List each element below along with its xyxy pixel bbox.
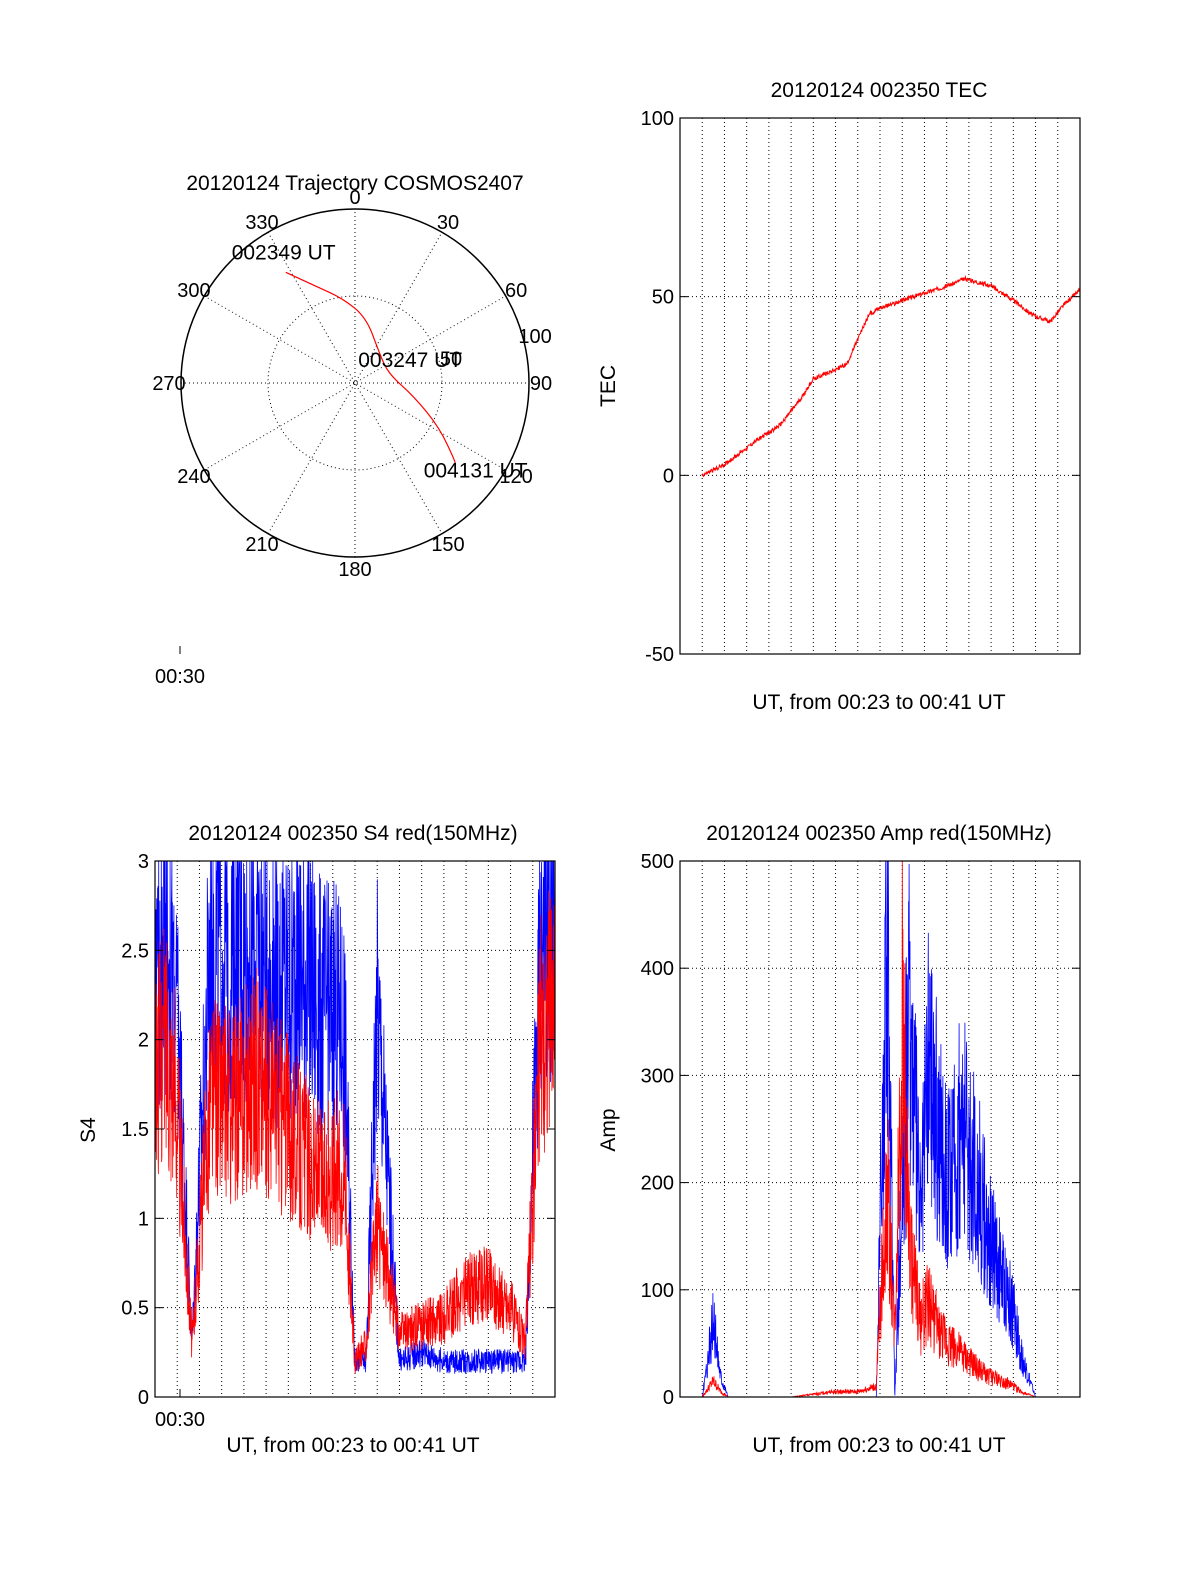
amp-plot-frame [679, 860, 1081, 1398]
x-tick-label: 00:30 [155, 666, 205, 688]
s4-y-axis-label: S4 [77, 1117, 100, 1143]
tec-grid [680, 118, 1080, 654]
tec-x-axis-label: UT, from 00:23 to 00:41 UT [752, 691, 1005, 714]
azimuth-label: 300 [177, 280, 210, 302]
trajectory-time-label: 003247 UT [358, 349, 462, 372]
polar-title: 20120124 Trajectory COSMOS2407 [186, 172, 523, 195]
series-line [154, 890, 556, 1374]
trajectory-annotations: 002349 UT 003247 UT 004131 UT [232, 241, 528, 482]
y-tick-label: 2.5 [121, 940, 149, 962]
amp-y-axis-label: Amp [597, 1108, 620, 1151]
amp-panel: 20120124 002350 Amp red(150MHz) 0 100 200 3… [155, 822, 1081, 1457]
azimuth-label: 180 [338, 559, 371, 581]
trajectory-time-label: 004131 UT [424, 459, 528, 482]
radial-ring-label: 100 [518, 326, 551, 348]
s4-series [154, 860, 556, 1374]
tec-panel: 20120124 002350 TEC -50 0 50 100 00:30 UT, f… [155, 79, 1081, 714]
y-tick-label: 50 [652, 287, 674, 309]
polar-ring-labels: 50 100 [440, 326, 552, 371]
amp-title: 20120124 002350 Amp red(150MHz) [706, 822, 1052, 845]
trajectory-time-label: 002349 UT [232, 241, 336, 264]
y-tick-label: 100 [641, 1280, 674, 1302]
tec-plot-frame [679, 117, 1081, 655]
s4-x-axis-label: UT, from 00:23 to 00:41 UT [226, 1434, 479, 1457]
y-tick-label: 400 [641, 958, 674, 980]
tec-ticks: -50 0 50 100 00:30 [155, 108, 1080, 688]
y-tick-label: 0 [138, 1387, 149, 1409]
azimuth-label: 0 [349, 187, 360, 209]
trajectory-line [285, 271, 456, 464]
tec-series [701, 274, 1081, 478]
azimuth-label: 90 [530, 373, 552, 395]
series-line [154, 860, 556, 1374]
azimuth-label: 60 [505, 280, 527, 302]
y-tick-label: 2 [138, 1030, 149, 1052]
y-tick-label: 0.5 [121, 1298, 149, 1320]
y-tick-label: 1.5 [121, 1119, 149, 1141]
y-tick-label: 100 [641, 108, 674, 130]
azimuth-label: 330 [245, 212, 278, 234]
azimuth-label: 270 [152, 373, 185, 395]
x-tick-label: 00:30 [155, 1409, 205, 1431]
azimuth-label: 240 [177, 466, 210, 488]
y-tick-label: 300 [641, 1065, 674, 1087]
polar-trajectory-panel: 20120124 Trajectory COSMOS2407 0 30 60 90 12… [152, 172, 552, 581]
polar-grid [180, 208, 530, 558]
y-tick-label: 200 [641, 1173, 674, 1195]
y-tick-label: 3 [138, 851, 149, 873]
series-line [701, 274, 1081, 478]
polar-ring-50 [267, 295, 443, 471]
s4-ticks: 00.511.522.5300:30 [121, 851, 555, 1409]
s4-title: 20120124 002350 S4 red(150MHz) [188, 822, 517, 845]
radial-ring-label: 50 [440, 348, 462, 370]
azimuth-label: 150 [431, 534, 464, 556]
tec-title: 20120124 002350 TEC [771, 79, 988, 102]
y-tick-label: -50 [645, 644, 674, 666]
azimuth-label: 120 [499, 466, 532, 488]
amp-ticks: 0 100 200 300 400 500 00:30 [155, 851, 1080, 1431]
y-tick-label: 500 [641, 851, 674, 873]
polar-azimuth-labels: 0 30 60 90 120 150 180 210 240 270 300 330 [152, 187, 552, 581]
y-tick-label: 0 [663, 465, 674, 487]
s4-panel: 20120124 002350 S4 red(150MHz) 0 0.5 1 1.5 2… [77, 822, 556, 1457]
azimuth-label: 30 [437, 212, 459, 234]
y-tick-label: 0 [663, 1387, 674, 1409]
y-tick-label: 1 [138, 1208, 149, 1230]
tec-y-axis-label: TEC [597, 365, 620, 407]
amp-x-axis-label: UT, from 00:23 to 00:41 UT [752, 1434, 1005, 1457]
azimuth-label: 210 [245, 534, 278, 556]
